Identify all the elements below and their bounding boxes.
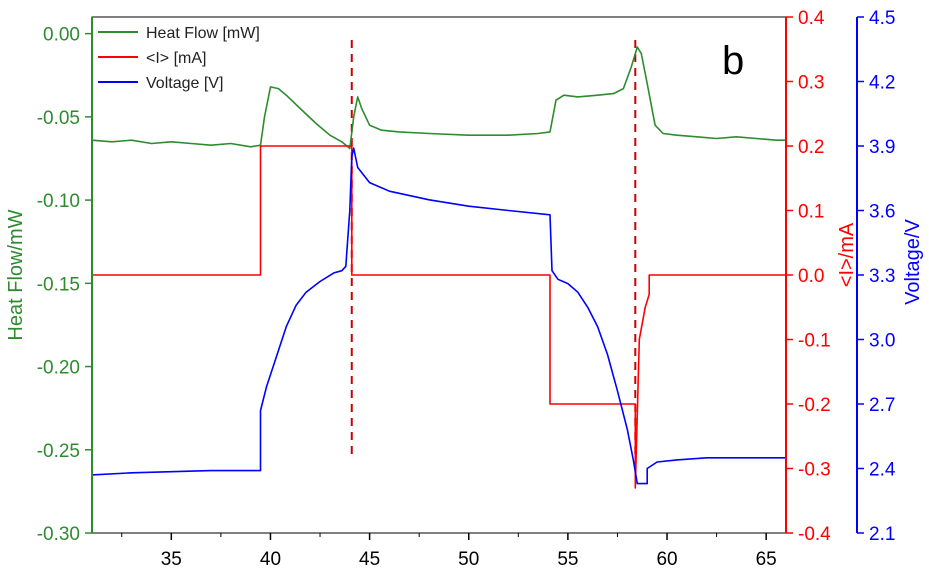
heat-axis-title: Heat Flow/mW [5,209,27,340]
heat-tick-label: -0.30 [37,524,80,545]
voltage-tick-label: 4.5 [869,8,895,29]
legend: Heat Flow [mW] <I> [mA] Voltage [V] [98,25,260,92]
voltage-axis-title: Voltage/V [902,219,924,305]
current-tick-label: 0.2 [798,137,824,158]
voltage-tick-label: 2.7 [869,395,895,416]
axes-layer: 35 40 45 50 55 60 65 0.00 -0.05 -0.10 -0.15 -0.20 -0… [37,8,896,570]
x-tick-label: 65 [756,549,777,570]
marker-layer [350,40,637,460]
series-layer [91,46,786,489]
heat-tick-label: -0.10 [37,191,80,212]
heat-tick-label: 0.00 [43,25,80,46]
legend-label-current: <I> [mA] [146,50,206,67]
legend-label-heat: Heat Flow [mW] [146,25,260,42]
current-tick-label: 0.1 [798,202,824,223]
x-tick-label: 60 [656,549,677,570]
voltage-tick-label: 2.4 [869,460,896,481]
voltage-line [91,147,786,485]
voltage-tick-label: 4.2 [869,73,895,94]
voltage-tick-label: 3.6 [869,202,895,223]
heat-tick-label: -0.05 [37,108,80,129]
heat-tick-label: -0.15 [37,274,80,295]
current-tick-label: -0.2 [798,395,831,416]
heat-tick-label: -0.25 [37,441,80,462]
current-tick-label: 0.3 [798,73,824,94]
current-tick-label: -0.4 [798,524,831,545]
x-tick-label: 40 [260,549,281,570]
voltage-tick-label: 3.0 [869,331,895,352]
current-tick-label: 0.4 [798,8,825,29]
voltage-tick-label: 3.3 [869,266,895,287]
x-tick-label: 55 [557,549,578,570]
legend-label-voltage: Voltage [V] [146,75,223,92]
x-tick-label: 45 [359,549,380,570]
voltage-tick-label: 2.1 [869,524,895,545]
voltage-tick-label: 3.9 [869,137,895,158]
x-tick-label: 35 [161,549,182,570]
current-tick-label: -0.3 [798,460,831,481]
x-tick-label: 50 [458,549,479,570]
heat-tick-label: -0.20 [37,358,80,379]
current-axis-title: <I>/mA [836,222,858,287]
current-tick-label: -0.1 [798,331,831,352]
current-tick-label: 0.0 [798,266,824,287]
current-line [92,145,786,489]
panel-label: b [722,39,744,83]
heat-flow-line [91,46,786,150]
